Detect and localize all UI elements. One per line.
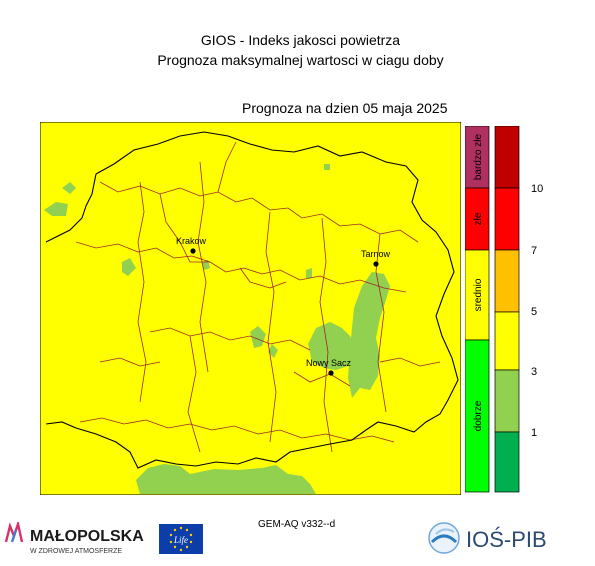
scale-band-1 [494, 126, 520, 189]
category-zle [465, 187, 490, 251]
ios-pib-logo: IOŚ-PIB [428, 522, 547, 554]
category-dobrze [465, 339, 490, 493]
scale-tick-10: 10 [531, 183, 543, 195]
eu-life-logo: Life [159, 524, 203, 554]
scale-band-3 [494, 249, 520, 313]
category-bardzo-zle [465, 126, 490, 189]
scale-tick-7: 7 [531, 245, 537, 257]
air-quality-map: Krakow Tarnow Nowy Sacz [40, 122, 461, 495]
model-label: GEM-AQ v332--d [258, 519, 336, 530]
city-markers [190, 248, 379, 376]
city-label-nowy-sacz: Nowy Sacz [306, 358, 352, 368]
malopolska-name: MAŁOPOLSKA [30, 528, 144, 545]
scale-band-5 [494, 369, 520, 433]
ios-pib-text: IOŚ-PIB [466, 527, 547, 552]
value-scale: 10 7 5 3 1 [494, 126, 543, 493]
scale-tick-3: 3 [531, 366, 537, 378]
map-background [40, 122, 461, 495]
city-marker-tarnow [373, 261, 379, 267]
category-label-bardzo-zle: bardzo złe [473, 133, 484, 180]
district-borders [75, 141, 441, 453]
scale-band-6 [494, 431, 520, 493]
legend: bardzo złe złe srednio dobrze 10 7 5 3 1 [465, 126, 543, 493]
malopolska-logo: MAŁOPOLSKA W ZDROWEJ ATMOSFERZE [4, 522, 144, 555]
category-label-zle: złe [473, 212, 484, 225]
category-bar: bardzo złe złe srednio dobrze [465, 126, 490, 493]
ios-globe-icon [428, 522, 460, 554]
city-label-tarnow: Tarnow [361, 249, 391, 259]
forecast-date: Prognoza na dzien 05 maja 2025 [242, 100, 448, 116]
good-air-zones [44, 164, 390, 494]
title-line-1: GIOS - Indeks jakosci powietrza [200, 32, 401, 48]
category-label-srednio: srednio [473, 278, 484, 311]
city-marker-nowy-sacz [328, 370, 334, 376]
malopolska-tagline: W ZDROWEJ ATMOSFERZE [30, 548, 122, 555]
scale-tick-1: 1 [531, 427, 537, 439]
scale-tick-5: 5 [531, 306, 537, 318]
category-label-dobrze: dobrze [473, 400, 484, 431]
life-text: Life [173, 535, 188, 545]
region-border [45, 131, 459, 469]
city-label-krakow: Krakow [176, 236, 207, 246]
scale-band-2 [494, 187, 520, 251]
scale-band-4 [494, 311, 520, 371]
category-srednio [465, 249, 490, 341]
city-marker-krakow [190, 248, 196, 254]
title-line-2: Prognoza maksymalnej wartosci w ciagu do… [157, 52, 444, 68]
